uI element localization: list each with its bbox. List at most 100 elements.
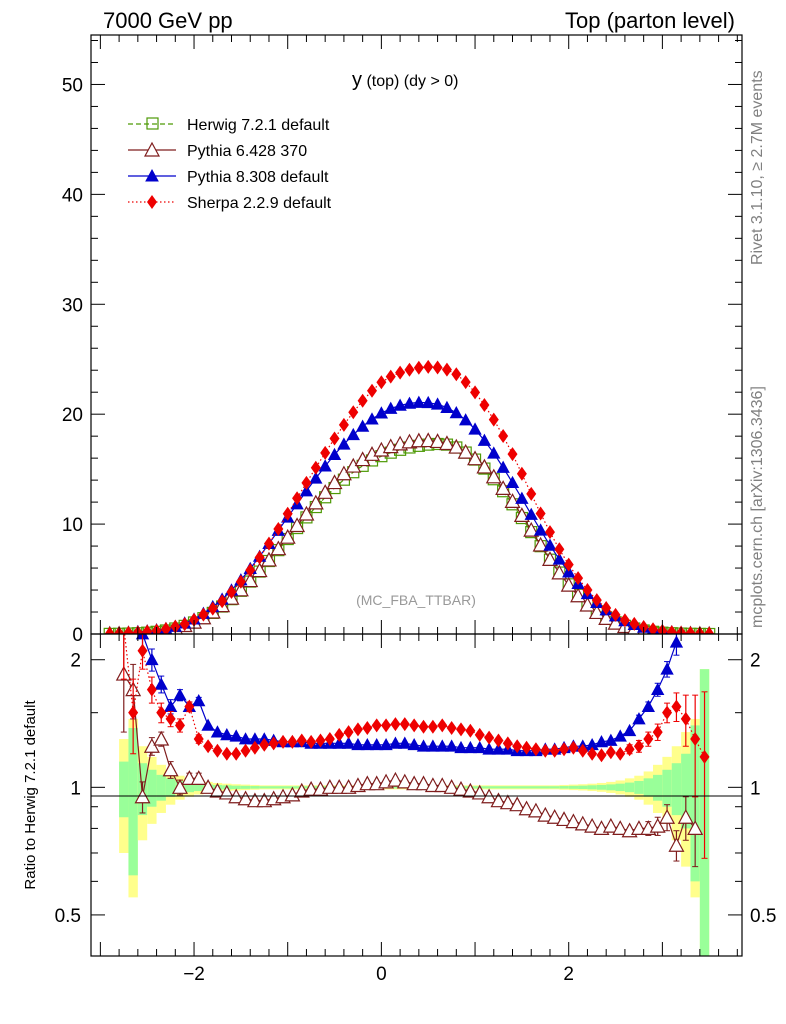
ratio-point-p6 [668, 836, 685, 852]
ratio-point-sherpa [381, 718, 392, 733]
ratio-point-p8 [407, 737, 421, 751]
ratio-point-sherpa [352, 722, 363, 737]
ratio-point-p8 [622, 723, 637, 737]
point-sherpa [376, 375, 387, 390]
ratio-point-sherpa [212, 743, 223, 758]
point-p8 [384, 401, 398, 414]
ratio-point-sherpa [334, 727, 345, 742]
ratio-point-p6 [200, 779, 217, 794]
ratio-point-p6 [677, 808, 694, 824]
ratio-point-sherpa [324, 732, 335, 747]
point-p6 [232, 581, 249, 597]
header-right: Top (parton level) [565, 8, 735, 33]
side-mcplots-label: mcplots.cern.ch [arXiv:1306.3436] [749, 386, 766, 628]
point-sherpa [423, 359, 434, 374]
point-p8 [346, 427, 360, 441]
ratio-ylabel: Ratio to Herwig 7.2.1 default [22, 700, 39, 890]
ratio-point-p8 [370, 737, 384, 751]
point-p8 [533, 523, 548, 536]
ratio-point-sherpa [240, 743, 251, 758]
band-green-bin [662, 769, 672, 807]
ratio-point-sherpa [399, 717, 410, 732]
ratio-point-p8 [220, 727, 234, 741]
point-p6 [448, 438, 465, 454]
ratio-point-sherpa [193, 732, 204, 747]
ratio-point-sherpa [484, 730, 495, 745]
ratio-point-p6 [190, 770, 207, 785]
point-p6 [523, 521, 540, 537]
ratio-point-sherpa [315, 733, 326, 748]
ratio-point-sherpa [306, 734, 317, 749]
point-p6 [307, 494, 324, 510]
ratio-point-sherpa [409, 718, 420, 733]
band-green-bin [578, 785, 588, 789]
point-p6 [532, 536, 549, 552]
top-ytick-label: 50 [62, 75, 83, 96]
bot-ytick-label-right: 0.5 [750, 906, 776, 927]
ratio-point-p6 [462, 782, 479, 798]
point-sherpa [544, 525, 555, 540]
ratio-point-sherpa [362, 721, 373, 736]
top-ytick-label: 10 [62, 515, 83, 536]
point-sherpa [160, 622, 171, 634]
ratio-point-p8 [594, 735, 609, 748]
point-p6 [438, 435, 455, 451]
ratio-point-p6 [434, 777, 451, 793]
point-p8 [440, 400, 454, 413]
point-p6 [541, 551, 558, 566]
ratio-point-sherpa [296, 733, 307, 748]
watermark: (MC_FBA_TTBAR) [356, 592, 476, 608]
ratio-point-p6 [237, 790, 254, 806]
header-left: 7000 GeV pp [103, 8, 233, 33]
point-sherpa [685, 626, 696, 634]
band-green-bin [559, 786, 569, 789]
point-p8 [421, 395, 435, 409]
bot-ytick-label: 2 [70, 651, 81, 672]
top-ytick-label: 0 [72, 625, 83, 646]
ratio-point-p8 [341, 736, 356, 749]
point-sherpa [348, 405, 359, 420]
point-sherpa [320, 445, 331, 460]
ratio-uncertainty-bands [119, 669, 710, 956]
ratio-point-p6 [209, 782, 226, 798]
point-p6 [279, 528, 296, 544]
point-sherpa [648, 622, 659, 634]
legend-pythia8: Pythia 8.308 default [128, 168, 329, 186]
bot-xtick-label: 0 [376, 964, 387, 985]
ratio-point-sherpa [690, 732, 701, 747]
legend-pythia8-marker [145, 168, 159, 182]
ratio-point-sherpa [165, 711, 176, 726]
ratio-point-sherpa [605, 745, 616, 760]
ratio-point-p8 [360, 737, 374, 751]
bot-xtick-label: −2 [183, 964, 205, 985]
ratio-point-sherpa [652, 725, 663, 740]
ratio-point-sherpa [512, 739, 523, 754]
point-sherpa [666, 625, 677, 634]
point-p8 [515, 491, 529, 504]
point-p6 [298, 505, 315, 521]
ratio-point-sherpa [427, 719, 438, 734]
ratio-point-sherpa [184, 699, 195, 714]
ratio-point-p8 [426, 739, 440, 752]
band-green-bin [643, 778, 654, 797]
point-sherpa [338, 417, 349, 432]
ratio-point-p8 [229, 729, 243, 742]
ratio-point-sherpa [278, 734, 289, 749]
point-sherpa [413, 360, 424, 375]
ratio-point-p8 [473, 740, 487, 754]
ratio-point-p8 [651, 682, 665, 696]
ratio-point-p8 [398, 736, 412, 749]
point-sherpa [395, 365, 406, 380]
side-rivet-label: Rivet 3.1.10, ≥ 2.7M events [749, 70, 766, 265]
ratio-point-sherpa [699, 749, 710, 764]
ratio-point-p6 [490, 792, 507, 808]
band-green-bin [568, 785, 579, 789]
band-green-bin [549, 786, 560, 789]
ratio-point-sherpa [128, 705, 139, 720]
ratio-point-p8 [388, 736, 403, 749]
point-sherpa [254, 550, 265, 565]
ratio-point-p6 [387, 771, 404, 787]
point-sherpa [226, 585, 237, 600]
ratio-point-p6 [143, 737, 160, 753]
point-sherpa [170, 619, 181, 634]
